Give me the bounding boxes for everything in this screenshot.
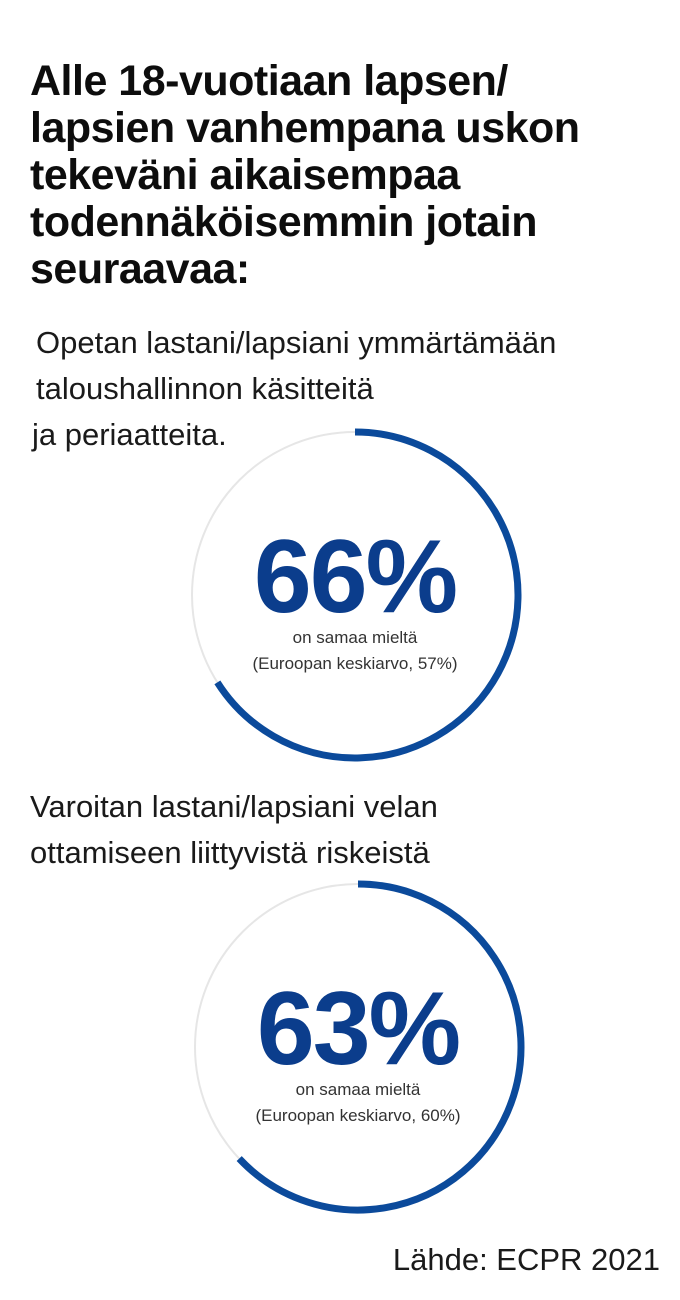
donut-2-value-arc	[236, 880, 525, 1214]
donut-chart-1: 66% on samaa mieltä (Euroopan keskiarvo,…	[180, 420, 530, 770]
source-credit: Lähde: ECPR 2021	[392, 1242, 660, 1277]
title-line: tekeväni aikaisempaa	[30, 151, 460, 199]
donut-2-value-label: 63%	[256, 971, 461, 1087]
title-line: seuraavaa:	[30, 245, 250, 293]
page-title: Alle 18-vuotiaan lapsen/ lapsien vanhemp…	[30, 58, 650, 293]
statement-1-line: ja periaatteita.	[32, 417, 227, 452]
donut-2-benchmark: (Euroopan keskiarvo, 60%)	[255, 1106, 461, 1125]
statement-2-line: Varoitan lastani/lapsiani velan	[30, 789, 438, 824]
donut-1-benchmark: (Euroopan keskiarvo, 57%)	[252, 654, 458, 673]
donut-chart-1-svg	[191, 428, 522, 762]
donut-1-value-arc	[214, 428, 522, 762]
statement-1: Opetan lastani/lapsiani ymmärtämään talo…	[32, 320, 656, 458]
statement-1-line: Opetan lastani/lapsiani ymmärtämään	[36, 325, 557, 360]
donut-1-value-label: 66%	[253, 519, 458, 635]
statement-2: Varoitan lastani/lapsiani velan ottamise…	[30, 784, 650, 876]
title-line: Alle 18-vuotiaan lapsen/	[30, 57, 508, 105]
statement-1-line: taloushallinnon käsitteitä	[36, 371, 374, 406]
title-line: lapsien vanhempana uskon	[30, 104, 580, 152]
title-line: todennäköisemmin jotain	[30, 198, 537, 246]
donut-chart-2: 63% on samaa mieltä (Euroopan keskiarvo,…	[183, 872, 533, 1222]
donut-1-caption: on samaa mieltä	[292, 628, 418, 647]
statement-2-line: ottamiseen liittyvistä riskeistä	[30, 835, 430, 870]
donut-chart-2-svg	[194, 880, 525, 1214]
donut-2-caption: on samaa mieltä	[295, 1080, 421, 1099]
